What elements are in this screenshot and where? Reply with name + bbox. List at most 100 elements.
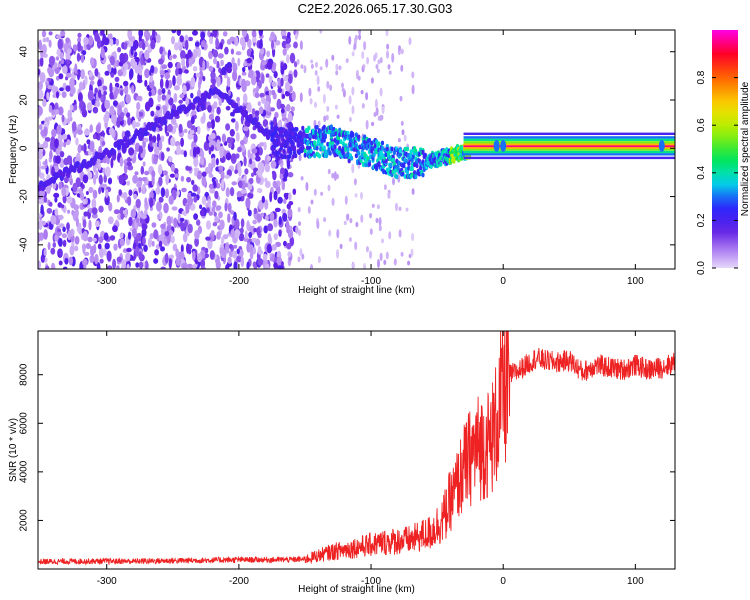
heatmap-cell (96, 38, 102, 49)
heatmap-cell (113, 67, 117, 75)
heatmap-cell (339, 243, 343, 249)
heatmap-cell (107, 216, 114, 225)
heatmap-cell (227, 89, 231, 97)
heatmap-cell (104, 110, 110, 120)
heatmap-cell (129, 68, 134, 79)
heatmap-cell (360, 191, 363, 200)
heatmap-cell (133, 41, 137, 51)
heatmap-cell (377, 141, 381, 147)
carrier-line (463, 136, 675, 139)
heatmap-cell (234, 228, 240, 239)
heatmap-cell (327, 184, 331, 192)
heatmap-cell (138, 261, 144, 269)
heatmap-cell (230, 112, 234, 117)
heatmap-cell (42, 53, 48, 58)
heatmap-cell (51, 109, 56, 116)
heatmap-cell (210, 144, 214, 152)
heatmap-cell (338, 65, 342, 71)
heatmap-cell (59, 151, 65, 158)
heatmap-cell (253, 207, 258, 215)
heatmap-cell (61, 204, 65, 209)
heatmap-cell (180, 244, 184, 253)
heatmap-cell (302, 129, 306, 135)
heatmap-cell (138, 145, 143, 155)
heatmap-cell (239, 227, 244, 234)
heatmap-cell (212, 222, 218, 227)
heatmap-cell (203, 141, 210, 152)
heatmap-cell (98, 174, 103, 185)
heatmap-cell (270, 137, 274, 143)
heatmap-cell (164, 231, 170, 237)
heatmap-cell (333, 144, 337, 150)
heatmap-cell (317, 256, 321, 264)
heatmap-cell (166, 147, 170, 152)
heatmap-cell (149, 233, 154, 240)
heatmap-cell (110, 55, 115, 66)
heatmap-cell (264, 163, 271, 173)
heatmap-cell (219, 149, 224, 159)
heatmap-cell (42, 98, 47, 107)
heatmap-cell (187, 133, 194, 140)
heatmap-cell (135, 246, 140, 257)
heatmap-cell (377, 258, 380, 269)
heatmap-cell (271, 40, 274, 50)
heatmap-cell (102, 35, 106, 46)
heatmap-cell (222, 31, 228, 37)
heatmap-cell (370, 148, 374, 154)
heatmap-cell (87, 89, 94, 101)
heatmap-cell (287, 112, 293, 123)
heatmap-cell (138, 30, 144, 38)
heatmap-cell (351, 163, 355, 174)
heatmap-cell (197, 79, 201, 90)
heatmap-cell (58, 214, 64, 221)
heatmap-cell (362, 64, 366, 69)
heatmap-cell (171, 36, 175, 45)
heatmap-cell (279, 103, 285, 109)
heatmap-cell (172, 75, 176, 87)
heatmap-cell (185, 53, 190, 60)
heatmap-cell (205, 236, 211, 241)
heatmap-cell (273, 218, 278, 228)
plot-frame-bottom (37, 330, 676, 570)
heatmap-cell (383, 147, 387, 153)
heatmap-cell (247, 149, 251, 159)
heatmap-cell (238, 233, 245, 242)
heatmap-cell (125, 94, 131, 104)
heatmap-cell (235, 131, 240, 142)
heatmap-cell (400, 120, 404, 126)
colorbar-label: Normalized spectral amplitude (740, 81, 750, 216)
heatmap-cell (142, 161, 146, 167)
heatmap-cell (95, 124, 101, 134)
heatmap-cell (40, 204, 44, 215)
heatmap-cell (240, 144, 246, 153)
heatmap-cell (208, 65, 214, 72)
heatmap-cell (260, 212, 265, 217)
x-tick-label: 0 (500, 576, 506, 587)
heatmap-cell (187, 223, 193, 234)
heatmap-cell (341, 82, 344, 89)
heatmap-cell (77, 32, 82, 38)
heatmap-cell (106, 265, 113, 269)
heatmap-cell (303, 152, 307, 158)
heatmap-cell (82, 219, 87, 228)
heatmap-cell (147, 32, 151, 39)
heatmap-cell (397, 138, 401, 143)
heatmap-cell (91, 207, 98, 215)
heatmap-cell (259, 142, 265, 147)
heatmap-cell (409, 149, 413, 155)
heatmap-cell (98, 247, 105, 258)
heatmap-cell (116, 265, 120, 269)
heatmap-cell (110, 72, 115, 78)
colorbar-tick-label: 0.6 (696, 118, 707, 132)
heatmap-cell (152, 30, 156, 39)
heatmap-cell (271, 89, 276, 96)
heatmap-cell (210, 230, 215, 237)
heatmap-cell (358, 34, 362, 41)
heatmap-cell (403, 134, 407, 142)
heatmap-cell (365, 119, 369, 130)
heatmap-cell (373, 112, 377, 117)
heatmap-cell (94, 108, 98, 114)
heatmap-cell (111, 114, 117, 125)
heatmap-cell (348, 138, 352, 144)
heatmap-cell (178, 123, 183, 134)
